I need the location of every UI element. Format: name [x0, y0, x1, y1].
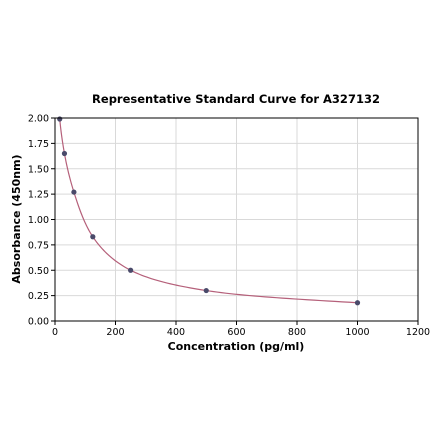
- y-tick-label: 1.00: [28, 215, 49, 226]
- chart-title: Representative Standard Curve for A32713…: [92, 92, 380, 106]
- y-tick-label: 0.00: [28, 317, 49, 328]
- data-point: [57, 116, 63, 122]
- y-tick-label: 1.75: [28, 139, 49, 150]
- data-point: [90, 234, 96, 240]
- data-point: [354, 300, 361, 306]
- fit-curve: [59, 118, 358, 304]
- y-tick-label: 2.00: [28, 114, 49, 125]
- x-tick-label: 0: [52, 327, 58, 338]
- y-tick-label: 0.75: [28, 240, 49, 251]
- x-tick-label: 800: [288, 327, 306, 338]
- grid: [54, 117, 419, 322]
- y-axis-ticks: 0.00 0.25 0.50 0.75 1.00 1.25 1.50 1.75 2.00: [28, 114, 55, 328]
- x-axis-label: Concentration (pg/ml): [168, 340, 305, 353]
- data-point: [203, 287, 209, 294]
- y-axis-label: Absorbance (450nm): [10, 154, 23, 283]
- data-point: [128, 267, 134, 273]
- x-axis-ticks: 0 200 400 600 800 1000 1200: [52, 321, 430, 338]
- y-tick-label: 1.25: [28, 190, 49, 201]
- data-point: [71, 189, 77, 195]
- x-tick-label: 600: [227, 327, 245, 338]
- x-tick-label: 400: [167, 327, 185, 338]
- y-tick-label: 0.25: [28, 291, 49, 302]
- x-tick-label: 1000: [345, 327, 369, 338]
- data-points: [57, 116, 361, 306]
- x-tick-label: 200: [106, 327, 124, 338]
- y-tick-label: 1.50: [28, 164, 49, 175]
- x-tick-label: 1200: [406, 327, 430, 338]
- data-point: [61, 150, 68, 157]
- y-tick-label: 0.50: [28, 266, 49, 277]
